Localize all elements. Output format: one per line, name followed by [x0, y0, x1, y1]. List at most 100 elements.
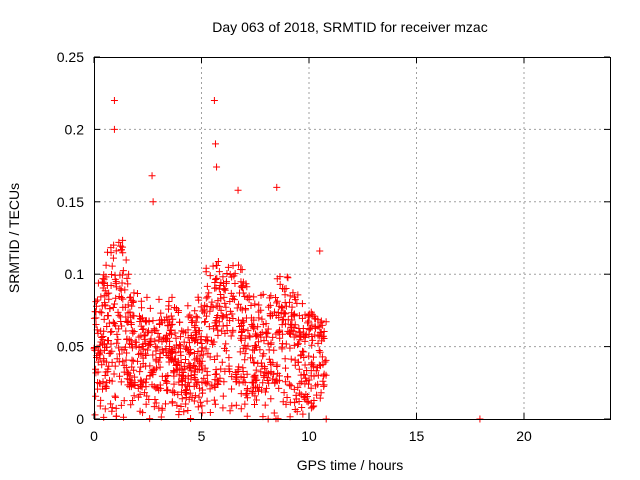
- data-point: [241, 350, 249, 358]
- data-point: [321, 358, 329, 366]
- data-point: [222, 303, 230, 311]
- data-point: [305, 325, 313, 333]
- data-point: [314, 322, 322, 330]
- data-point: [317, 362, 325, 370]
- data-point: [129, 298, 137, 306]
- data-point: [119, 249, 127, 257]
- data-point: [269, 333, 277, 341]
- data-point: [103, 322, 111, 330]
- x-tick-label: 20: [516, 428, 532, 444]
- data-point: [308, 333, 316, 341]
- data-point: [294, 340, 302, 348]
- data-point: [129, 397, 137, 405]
- data-point: [300, 371, 308, 379]
- data-point: [117, 286, 125, 294]
- data-point: [214, 380, 222, 388]
- data-point: [295, 324, 303, 332]
- data-point: [278, 321, 286, 329]
- data-point: [135, 343, 143, 351]
- data-point: [244, 327, 252, 335]
- data-point: [312, 315, 320, 323]
- data-point: [138, 326, 146, 334]
- data-point: [224, 263, 232, 271]
- data-point: [194, 293, 202, 301]
- data-point: [138, 304, 146, 312]
- x-tick-label: 5: [198, 428, 206, 444]
- data-point: [226, 297, 234, 305]
- data-point: [211, 284, 219, 292]
- data-point: [130, 366, 138, 374]
- data-point: [276, 280, 284, 288]
- y-tick-label: 0.25: [57, 49, 84, 65]
- data-point: [320, 370, 328, 378]
- data-point: [161, 400, 169, 408]
- data-point: [266, 301, 274, 309]
- data-point: [128, 378, 136, 386]
- data-point: [146, 362, 154, 370]
- data-point: [180, 338, 188, 346]
- data-point: [203, 371, 211, 379]
- data-point: [149, 351, 157, 359]
- data-point: [283, 393, 291, 401]
- data-point: [207, 303, 215, 311]
- data-point: [205, 323, 213, 331]
- data-point: [294, 383, 302, 391]
- data-point: [192, 336, 200, 344]
- data-point: [99, 333, 107, 341]
- data-point: [157, 384, 165, 392]
- data-point: [98, 361, 106, 369]
- data-point: [165, 297, 173, 305]
- plot-border: [94, 57, 611, 420]
- data-point: [297, 352, 305, 360]
- data-point: [272, 330, 280, 338]
- data-point: [116, 372, 124, 380]
- data-point: [193, 381, 201, 389]
- x-tick-label: 10: [301, 428, 317, 444]
- data-point: [191, 323, 199, 331]
- data-point: [223, 270, 231, 278]
- data-point: [264, 329, 272, 337]
- data-point: [133, 289, 141, 297]
- data-point: [103, 248, 111, 256]
- data-point: [213, 163, 221, 171]
- data-point: [211, 400, 219, 408]
- data-point: [193, 314, 201, 322]
- data-point: [247, 314, 255, 322]
- data-point: [212, 275, 220, 283]
- data-point: [158, 338, 166, 346]
- data-point: [117, 378, 125, 386]
- data-point: [191, 307, 199, 315]
- data-point: [279, 315, 287, 323]
- data-point: [241, 334, 249, 342]
- data-point: [239, 364, 247, 372]
- data-point: [219, 404, 227, 412]
- data-point: [316, 394, 324, 402]
- data-point: [286, 382, 294, 390]
- data-point: [186, 348, 194, 356]
- data-point: [162, 346, 170, 354]
- data-point: [227, 332, 235, 340]
- data-point: [174, 357, 182, 365]
- data-point: [211, 371, 219, 379]
- data-point: [136, 312, 144, 320]
- data-point: [170, 372, 178, 380]
- data-point: [301, 361, 309, 369]
- data-point: [112, 280, 120, 288]
- data-point: [108, 327, 116, 335]
- data-point: [141, 389, 149, 397]
- data-point: [118, 294, 126, 302]
- data-point: [280, 285, 288, 293]
- data-point: [198, 409, 206, 417]
- data-point: [200, 306, 208, 314]
- data-point: [215, 268, 223, 276]
- data-point: [156, 320, 164, 328]
- data-point: [235, 363, 243, 371]
- data-point: [283, 273, 291, 281]
- data-point: [249, 389, 257, 397]
- data-point: [152, 326, 160, 334]
- data-point: [146, 415, 154, 423]
- data-point: [267, 292, 275, 300]
- data-point: [290, 333, 298, 341]
- data-point: [300, 348, 308, 356]
